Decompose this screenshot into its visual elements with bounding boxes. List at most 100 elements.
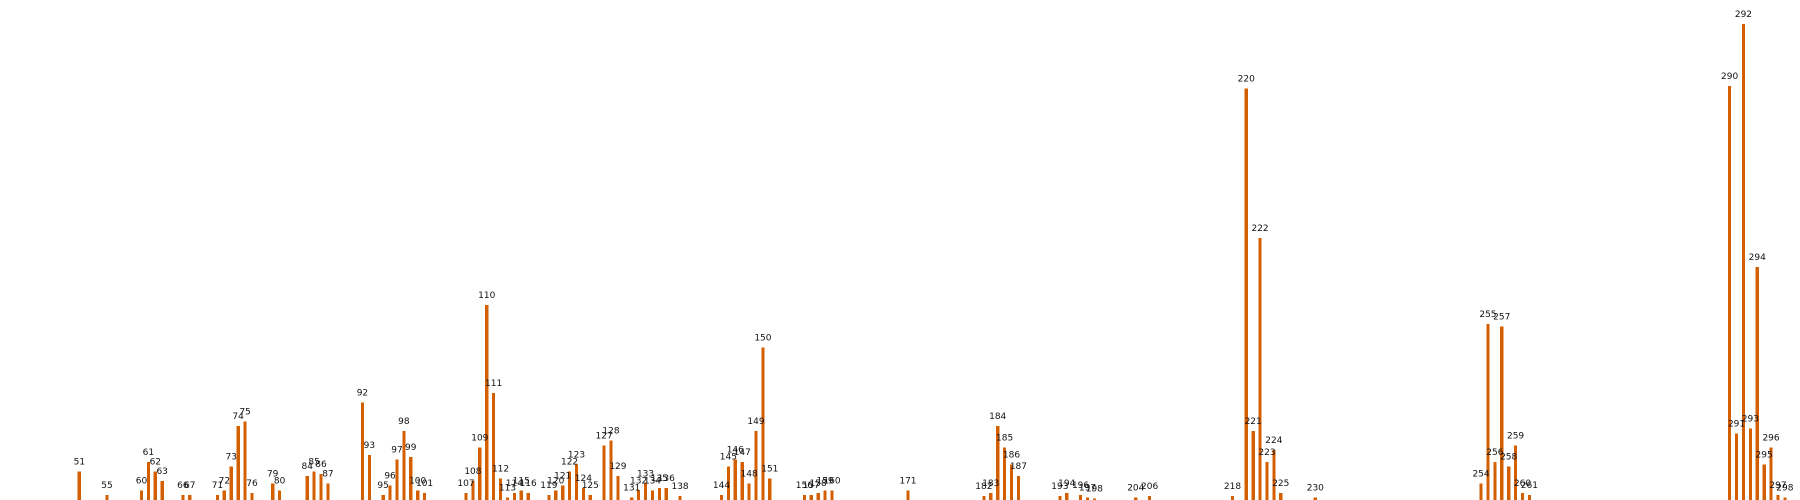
bar-187 [1016,476,1021,500]
bar-149 [754,430,758,500]
peak-label-74: 74 [232,412,244,422]
bars-layer [77,24,1787,500]
peak-label-297: 297 [1769,481,1786,491]
peak-label-62: 62 [150,457,161,467]
bar-55 [105,495,109,500]
peak-label-112: 112 [492,465,509,475]
bar-223 [1265,461,1269,500]
bar-75 [243,421,247,500]
bar-67 [188,495,192,500]
peak-label-129: 129 [609,462,626,472]
bar-158 [816,492,820,500]
bar-220 [1244,88,1248,500]
peak-label-73: 73 [226,453,237,463]
peak-label-145: 145 [720,453,737,463]
peak-label-149: 149 [747,417,764,427]
bar-159 [823,490,827,500]
bar-73 [229,466,233,500]
bar-131 [630,497,634,500]
peak-label-66: 66 [177,481,189,491]
peak-label-150: 150 [754,334,771,344]
bar-198 [1092,498,1096,500]
bar-204 [1134,497,1138,500]
peak-label-101: 101 [416,479,433,489]
peak-label-157: 157 [803,481,820,491]
bar-222 [1258,238,1262,500]
peak-label-204: 204 [1127,484,1144,494]
bar-121 [561,485,565,500]
bar-197 [1085,497,1090,500]
peak-label-136: 136 [658,474,675,484]
peak-label-107: 107 [457,479,474,489]
bar-98 [402,430,406,500]
bar-224 [1272,450,1276,500]
peak-label-193: 193 [1051,482,1068,492]
peak-label-198: 198 [1086,485,1103,495]
bar-206 [1148,496,1152,500]
bar-260 [1520,492,1525,500]
peak-label-84: 84 [301,462,313,472]
peak-label-206: 206 [1141,482,1158,492]
bar-136 [664,488,668,500]
bar-85 [312,471,316,500]
peak-label-97: 97 [391,446,402,456]
peak-label-221: 221 [1245,417,1262,427]
bar-100 [416,490,420,500]
bar-261 [1527,495,1531,500]
bar-63 [160,480,164,500]
bar-71 [215,495,220,500]
bar-116 [526,492,530,500]
bar-74 [236,426,240,500]
peak-label-225: 225 [1272,479,1289,489]
peak-label-144: 144 [713,481,730,491]
bar-135 [657,488,661,500]
bar-160 [830,490,834,500]
peak-label-133: 133 [637,469,654,479]
peak-label-294: 294 [1749,253,1766,263]
bar-290 [1728,85,1732,500]
peak-label-186: 186 [1003,450,1020,460]
peak-label-256: 256 [1486,448,1503,458]
peak-label-86: 86 [315,460,327,470]
peak-label-160: 160 [823,476,840,486]
peak-label-183: 183 [982,479,999,489]
peak-label-96: 96 [384,472,396,482]
peak-label-61: 61 [143,448,154,458]
peak-label-113: 113 [499,484,516,494]
bar-183 [989,492,993,500]
peak-label-260: 260 [1514,479,1531,489]
peak-label-258: 258 [1500,453,1517,463]
peak-label-72: 72 [219,476,230,486]
bar-156 [802,495,806,500]
peak-label-159: 159 [816,476,833,486]
peak-label-156: 156 [796,481,813,491]
peak-label-85: 85 [308,457,319,467]
peak-label-295: 295 [1756,450,1773,460]
bar-79 [271,483,275,500]
peak-label-257: 257 [1493,312,1510,322]
bar-292 [1741,24,1746,500]
bar-97 [395,459,399,500]
peak-label-138: 138 [671,482,688,492]
peak-label-87: 87 [322,469,333,479]
bar-221 [1251,430,1255,500]
peak-label-111: 111 [485,379,502,389]
bar-60 [139,490,144,500]
peak-label-122: 122 [561,457,578,467]
peak-label-71: 71 [212,481,223,491]
peak-label-60: 60 [136,476,148,486]
bar-171 [906,490,910,500]
peak-label-110: 110 [478,291,495,301]
bar-144 [719,495,724,500]
peak-label-255: 255 [1479,310,1496,320]
peak-label-222: 222 [1251,224,1268,234]
bar-114 [512,492,516,500]
bar-295 [1762,464,1766,500]
peak-label-115: 115 [513,476,530,486]
bar-95 [381,495,385,500]
peak-label-124: 124 [575,474,592,484]
peak-label-185: 185 [996,434,1013,444]
bar-254 [1479,483,1483,500]
